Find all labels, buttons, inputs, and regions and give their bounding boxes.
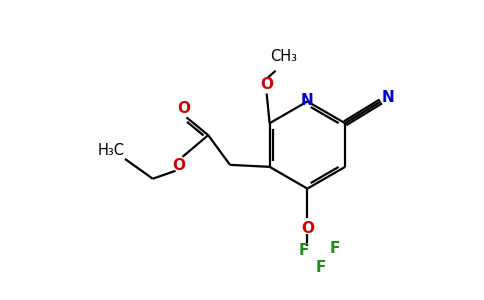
Text: N: N bbox=[381, 90, 394, 105]
Text: F: F bbox=[330, 241, 340, 256]
Text: O: O bbox=[177, 101, 190, 116]
Text: CH₃: CH₃ bbox=[270, 50, 297, 64]
Text: F: F bbox=[316, 260, 326, 275]
Text: F: F bbox=[298, 243, 309, 258]
Text: O: O bbox=[301, 221, 314, 236]
Text: O: O bbox=[172, 158, 185, 173]
Text: N: N bbox=[301, 93, 314, 108]
Text: O: O bbox=[260, 77, 273, 92]
Text: H₃C: H₃C bbox=[98, 143, 124, 158]
